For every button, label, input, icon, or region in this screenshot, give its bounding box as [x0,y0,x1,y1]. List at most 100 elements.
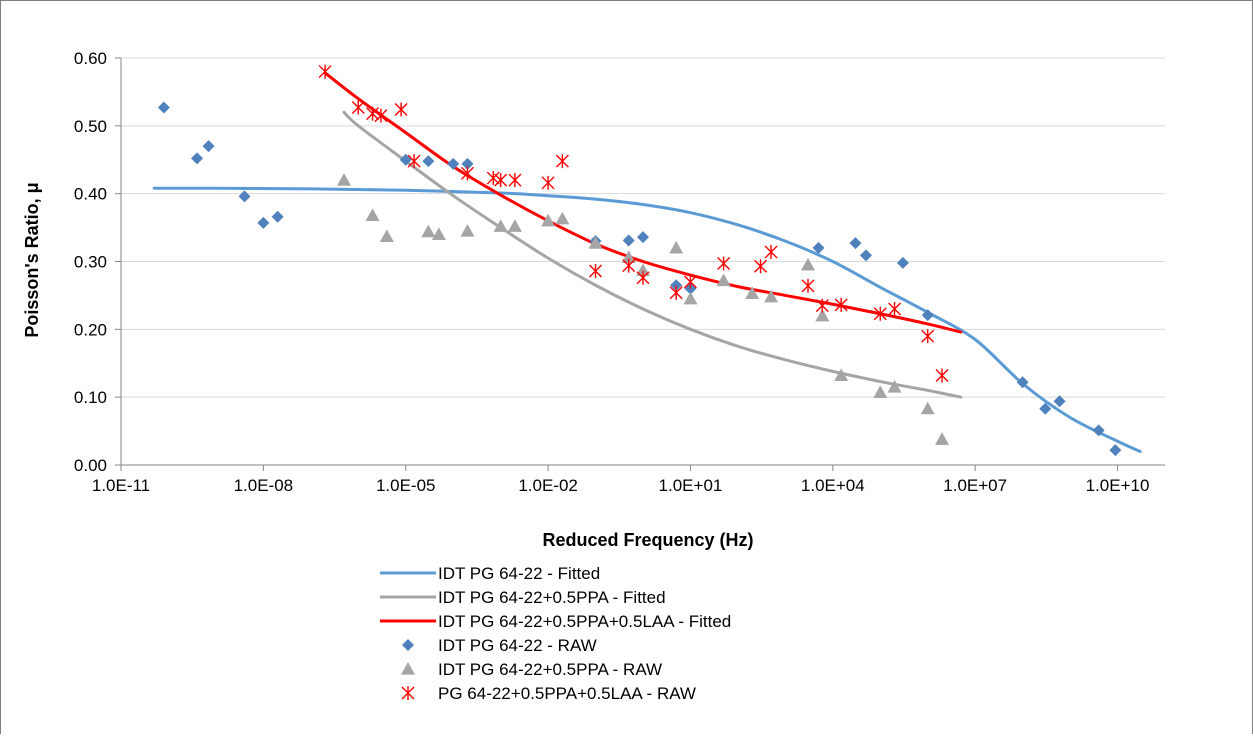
data-point [460,166,474,181]
data-point [421,224,436,238]
data-point [815,308,830,322]
data-point [238,190,251,203]
x-tick-label: 1.0E+01 [659,476,723,495]
data-point [764,245,778,260]
data-point [1053,395,1066,408]
legend-swatch [401,686,415,700]
data-point [351,100,365,115]
tick-labels: 0.00 0.10 0.20 0.30 0.40 0.50 0.60 1.0E-11 1.0E-… [74,49,1150,495]
data-point [507,219,522,232]
y-tick-label: 0.60 [74,49,107,68]
data-point [1092,424,1105,437]
y-tick-label: 0.20 [74,320,107,339]
data-point [461,157,474,170]
data-point [494,173,508,188]
x-tick-label: 1.0E+10 [1086,476,1150,495]
data-point [716,273,731,287]
data-point [921,309,934,322]
data-point [379,229,394,243]
data-point [399,153,412,166]
data-point [859,249,872,262]
data-point [637,231,649,244]
fitted-line [323,71,963,334]
data-point [873,385,888,399]
data-point [670,279,683,292]
data-point [486,171,500,186]
y-tick-label: 0.00 [74,456,107,475]
x-tick-label: 1.0E-02 [518,476,578,495]
data-point [683,274,697,289]
data-point [318,64,332,79]
legend-label: PG 64-22+0.5PPA+0.5LAA - RAW [438,684,696,703]
series-1 [342,110,963,399]
data-point [431,227,446,240]
legend-label: IDT PG 64-22 - RAW [438,636,597,655]
data-point [636,270,650,285]
fitted-line [342,110,963,399]
data-point [555,211,570,225]
data-point [920,401,935,415]
data-point [622,258,636,273]
data-point [745,286,760,299]
data-point [834,297,848,312]
x-tick-label: 1.0E-08 [234,476,294,495]
x-axis-title: Reduced Frequency (Hz) [542,530,753,550]
legend-entry-0: IDT PG 64-22 - Fitted [380,564,600,583]
data-point [669,285,683,300]
data-point [764,289,779,303]
data-point [394,102,408,117]
data-point [683,291,698,305]
data-point [1039,402,1052,415]
legend-entry-1: IDT PG 64-22+0.5PPA - Fitted [380,588,666,607]
legend: IDT PG 64-22 - Fitted IDT PG 64-22+0.5PPA… [380,564,731,703]
data-point [157,101,170,114]
data-point [896,256,909,269]
data-point [622,234,635,247]
data-point [588,236,603,249]
data-point [1016,376,1029,389]
data-point [812,241,825,254]
series-4 [336,173,950,445]
data-point [717,256,731,271]
data-point [935,432,950,445]
series-5 [318,64,949,383]
data-point [669,240,684,254]
y-tick-label: 0.50 [74,117,107,136]
legend-label: IDT PG 64-22+0.5PPA - RAW [438,660,662,679]
legend-entry-5: PG 64-22+0.5PPA+0.5LAA - RAW [401,684,696,703]
legend-entry-2: IDT PG 64-22+0.5PPA+0.5LAA - Fitted [380,612,731,631]
data-point [589,263,603,278]
data-point [873,306,887,321]
data-point [888,301,902,316]
series-2 [323,71,963,334]
data-point [366,106,380,121]
data-point [541,175,555,190]
y-tick-label: 0.30 [74,253,107,272]
data-point [422,155,435,168]
data-point [636,263,650,276]
x-tick-label: 1.0E-05 [376,476,436,495]
series-layer [152,64,1142,457]
legend-label: IDT PG 64-22 - Fitted [438,564,600,583]
data-point [336,173,351,186]
x-tick-label: 1.0E+07 [943,476,1007,495]
data-point [754,259,768,274]
legend-label: IDT PG 64-22+0.5PPA+0.5LAA - Fitted [438,612,731,631]
axis-layer [115,57,1165,471]
data-point [508,173,522,188]
data-point [365,208,380,221]
data-point [447,157,460,170]
data-point [460,223,475,237]
data-point [493,219,508,232]
y-tick-label: 0.10 [74,388,107,407]
data-point [621,250,636,264]
legend-entry-4: IDT PG 64-22+0.5PPA - RAW [401,660,662,679]
data-point [801,257,816,271]
y-tick-label: 0.40 [74,185,107,204]
data-point [815,298,829,313]
data-point [407,154,421,169]
data-point [257,216,270,229]
